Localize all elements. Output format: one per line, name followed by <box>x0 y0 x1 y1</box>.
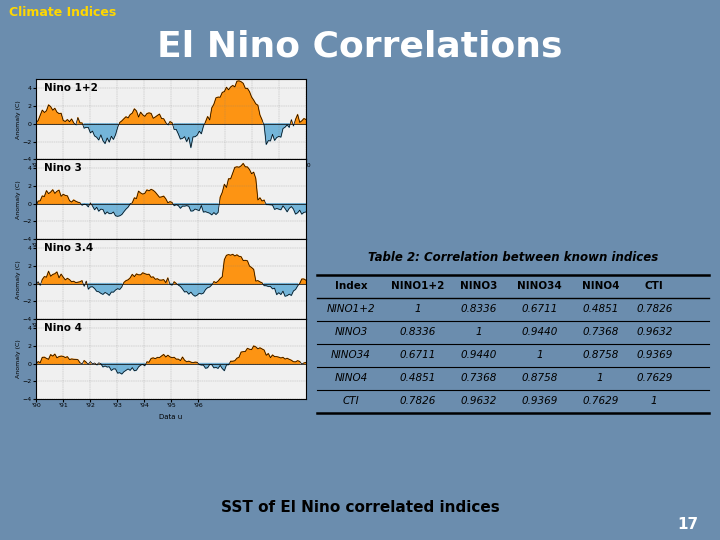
Text: 0.9632: 0.9632 <box>461 396 497 406</box>
Text: NINO4: NINO4 <box>335 373 368 383</box>
Y-axis label: Anomaly (C): Anomaly (C) <box>16 340 21 379</box>
Text: CTI: CTI <box>645 281 664 292</box>
Text: CTI: CTI <box>343 396 359 406</box>
Y-axis label: Anomaly (C): Anomaly (C) <box>16 180 21 219</box>
Text: NINO3: NINO3 <box>460 281 498 292</box>
Text: 0.7826: 0.7826 <box>636 305 672 314</box>
Text: NINO1+2: NINO1+2 <box>327 305 375 314</box>
Text: Index: Index <box>335 281 367 292</box>
Text: 0.8336: 0.8336 <box>461 305 497 314</box>
Text: 1: 1 <box>597 373 603 383</box>
Y-axis label: Anomaly (C): Anomaly (C) <box>16 100 21 139</box>
Text: Nino 3.4: Nino 3.4 <box>44 243 94 253</box>
Text: 0.6711: 0.6711 <box>521 305 558 314</box>
Text: 17: 17 <box>678 517 698 532</box>
Text: NINO34: NINO34 <box>331 350 371 360</box>
Y-axis label: Anomaly (C): Anomaly (C) <box>16 260 21 299</box>
Text: 0.4851: 0.4851 <box>400 373 436 383</box>
Text: Climate Indices: Climate Indices <box>9 6 116 19</box>
Text: SST of El Nino correlated indices: SST of El Nino correlated indices <box>220 500 500 515</box>
Text: 0.9440: 0.9440 <box>461 350 497 360</box>
Text: 1: 1 <box>415 305 421 314</box>
Text: 0.8758: 0.8758 <box>521 373 558 383</box>
Text: 0.7368: 0.7368 <box>461 373 497 383</box>
Text: Nino 4: Nino 4 <box>44 323 82 333</box>
Text: 0.9369: 0.9369 <box>636 350 672 360</box>
Text: 0.7826: 0.7826 <box>400 396 436 406</box>
Text: 0.8758: 0.8758 <box>582 350 618 360</box>
Text: 0.7368: 0.7368 <box>582 327 618 338</box>
Text: 0.7629: 0.7629 <box>636 373 672 383</box>
Text: 0.9369: 0.9369 <box>521 396 558 406</box>
Text: 0.4851: 0.4851 <box>582 305 618 314</box>
Text: 0.9632: 0.9632 <box>636 327 672 338</box>
Text: El Nino Correlations: El Nino Correlations <box>157 30 563 64</box>
Text: NINO4: NINO4 <box>582 281 619 292</box>
Text: 1: 1 <box>475 327 482 338</box>
Text: 0.7629: 0.7629 <box>582 396 618 406</box>
Text: Table 2: Correlation between known indices: Table 2: Correlation between known indic… <box>368 251 658 264</box>
Text: 1: 1 <box>651 396 657 406</box>
Text: 0.6711: 0.6711 <box>400 350 436 360</box>
Text: NINO3: NINO3 <box>335 327 368 338</box>
Text: Nino 3: Nino 3 <box>44 163 82 173</box>
Text: 1: 1 <box>536 350 543 360</box>
X-axis label: Data u: Data u <box>159 414 183 420</box>
Text: 0.8336: 0.8336 <box>400 327 436 338</box>
Text: 0.9440: 0.9440 <box>521 327 558 338</box>
Text: NINO34: NINO34 <box>517 281 562 292</box>
Text: NINO1+2: NINO1+2 <box>391 281 444 292</box>
Text: Nino 1+2: Nino 1+2 <box>44 83 98 93</box>
